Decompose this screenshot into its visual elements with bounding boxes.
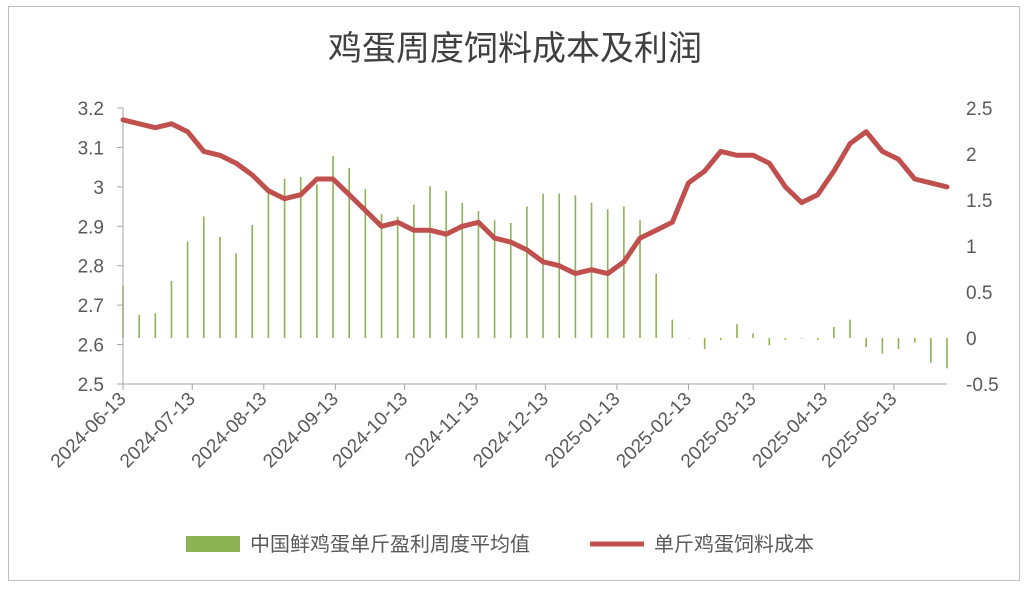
- bar: [946, 338, 948, 369]
- left-tick-label: 2.9: [78, 217, 104, 238]
- chart-title: 鸡蛋周度饲料成本及利润: [328, 29, 702, 69]
- chart-frame: [8, 6, 1020, 581]
- bar: [509, 223, 512, 338]
- bar: [930, 338, 932, 363]
- bar: [251, 224, 254, 338]
- bar: [768, 338, 771, 346]
- left-tick-label: 2.7: [78, 296, 104, 317]
- bar: [235, 253, 237, 338]
- bar: [380, 213, 383, 338]
- bar: [219, 236, 221, 338]
- right-tick-label: -0.5: [966, 375, 999, 396]
- right-tick-label: 2: [966, 145, 977, 166]
- bar: [542, 193, 544, 338]
- x-tick-label: 2024-07-13: [116, 389, 200, 473]
- legend: 中国鲜鸡蛋单斤盈利周度平均值 单斤鸡蛋饲料成本: [186, 532, 814, 556]
- legend-bar-swatch: [186, 536, 240, 552]
- x-tick-label: 2024-10-13: [329, 389, 413, 473]
- bar: [170, 280, 173, 338]
- bar: [913, 338, 916, 343]
- x-axis-ticks: 2024-06-132024-07-132024-08-132024-09-13…: [47, 384, 901, 472]
- bar: [477, 211, 480, 338]
- bar: [736, 324, 738, 338]
- left-axis-ticks: 2.5 2.6 2.7 2.8 2.9 3 3.1 3.2: [78, 99, 123, 396]
- right-axis-ticks: -0.5 0 0.5 1 1.5 2 2.5: [966, 99, 999, 396]
- bar: [154, 313, 157, 338]
- bar: [364, 188, 367, 338]
- bar: [784, 338, 787, 340]
- x-tick-label: 2024-08-13: [188, 389, 272, 473]
- bar: [396, 216, 399, 338]
- axes: [122, 108, 947, 385]
- bar: [800, 338, 803, 339]
- bar: [752, 333, 754, 338]
- x-tick-label: 2024-12-13: [469, 389, 553, 473]
- right-tick-label: 1: [966, 237, 977, 258]
- cost-line: [120, 117, 950, 277]
- bar: [833, 326, 835, 338]
- line-series: [120, 117, 950, 277]
- bar: [703, 338, 706, 350]
- right-tick-label: 2.5: [966, 99, 992, 120]
- bar: [316, 184, 318, 338]
- bar: [671, 319, 674, 338]
- x-tick-label: 2025-05-13: [818, 389, 902, 473]
- bar: [202, 216, 205, 338]
- bar: [816, 338, 819, 340]
- bar: [332, 155, 334, 338]
- bar: [138, 315, 140, 338]
- bar: [526, 206, 528, 338]
- left-tick-label: 3.2: [78, 99, 104, 120]
- bar: [493, 220, 496, 338]
- bar: [687, 338, 690, 339]
- bar: [267, 192, 270, 338]
- left-tick-label: 3.1: [78, 138, 104, 159]
- right-tick-label: 0: [966, 329, 977, 350]
- left-tick-label: 3: [93, 178, 104, 199]
- bar: [299, 177, 302, 338]
- right-tick-label: 1.5: [966, 191, 992, 212]
- legend-line-label: 单斤鸡蛋饲料成本: [654, 532, 814, 556]
- bar: [429, 186, 431, 338]
- bar: [865, 338, 868, 348]
- bar: [623, 206, 625, 338]
- bar: [639, 220, 641, 338]
- left-tick-label: 2.5: [78, 375, 104, 396]
- legend-bar-label: 中国鲜鸡蛋单斤盈利周度平均值: [250, 532, 530, 556]
- bar: [881, 338, 884, 354]
- bar: [283, 178, 286, 338]
- left-tick-label: 2.8: [78, 257, 104, 278]
- left-tick-label: 2.6: [78, 336, 104, 357]
- bar: [186, 241, 189, 338]
- bar: [413, 204, 415, 338]
- bar: [348, 167, 350, 338]
- bar: [897, 338, 900, 350]
- bar: [849, 319, 851, 338]
- bar: [574, 195, 577, 338]
- bar: [445, 190, 447, 338]
- x-tick-label: 2025-01-13: [541, 389, 625, 473]
- right-tick-label: 0.5: [966, 283, 992, 304]
- bar: [655, 273, 657, 338]
- bar: [720, 338, 722, 340]
- bar: [461, 202, 464, 338]
